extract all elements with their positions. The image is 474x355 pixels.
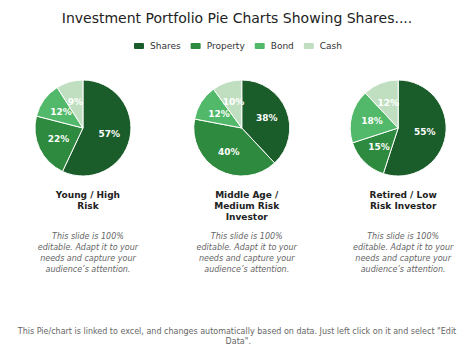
svg-text:Retired / Low: Retired / Low	[370, 190, 437, 200]
svg-text:needs and capture your: needs and capture your	[355, 254, 451, 263]
svg-text:editable. Adapt it to your: editable. Adapt it to your	[197, 243, 298, 252]
svg-text:Risk Investor: Risk Investor	[370, 201, 437, 211]
svg-text:editable. Adapt it to your: editable. Adapt it to your	[353, 243, 454, 252]
svg-text:needs and capture your: needs and capture your	[199, 254, 295, 263]
svg-text:audience’s attention.: audience’s attention.	[204, 265, 289, 274]
svg-text:Middle Age /: Middle Age /	[215, 190, 279, 200]
svg-text:Data".: Data".	[223, 337, 251, 346]
svg-text:18%: 18%	[361, 116, 383, 126]
svg-text:12%: 12%	[377, 98, 399, 108]
svg-text:22%: 22%	[48, 134, 70, 144]
svg-text:This Pie/chart is linked to ex: This Pie/chart is linked to excel, and c…	[17, 327, 456, 336]
svg-text:Investment Portfolio Pie Chart: Investment Portfolio Pie Charts Showing …	[62, 10, 412, 26]
svg-text:Shares: Shares	[150, 41, 181, 51]
svg-text:needs and capture your: needs and capture your	[40, 254, 136, 263]
svg-text:15%: 15%	[368, 142, 390, 152]
svg-text:10%: 10%	[223, 97, 245, 107]
svg-text:9%: 9%	[68, 97, 83, 107]
svg-text:editable. Adapt it to your: editable. Adapt it to your	[38, 243, 139, 252]
svg-text:This slide is 100%: This slide is 100%	[52, 232, 124, 241]
svg-text:Investor: Investor	[226, 212, 269, 222]
svg-text:Medium Risk: Medium Risk	[214, 201, 280, 211]
svg-text:Cash: Cash	[320, 41, 342, 51]
svg-text:Risk: Risk	[77, 201, 99, 211]
svg-text:audience’s attention.: audience’s attention.	[361, 265, 446, 274]
svg-text:Bond: Bond	[271, 41, 294, 51]
svg-text:12%: 12%	[208, 109, 230, 119]
svg-text:40%: 40%	[218, 147, 240, 157]
svg-text:This slide is 100%: This slide is 100%	[367, 232, 439, 241]
svg-text:57%: 57%	[99, 129, 121, 139]
svg-text:55%: 55%	[414, 127, 436, 137]
svg-text:audience’s attention.: audience’s attention.	[46, 265, 131, 274]
svg-text:Property: Property	[207, 41, 246, 51]
svg-text:This slide is 100%: This slide is 100%	[211, 232, 283, 241]
svg-text:Young / High: Young / High	[55, 190, 120, 200]
svg-text:12%: 12%	[50, 107, 72, 117]
svg-text:38%: 38%	[256, 113, 278, 123]
